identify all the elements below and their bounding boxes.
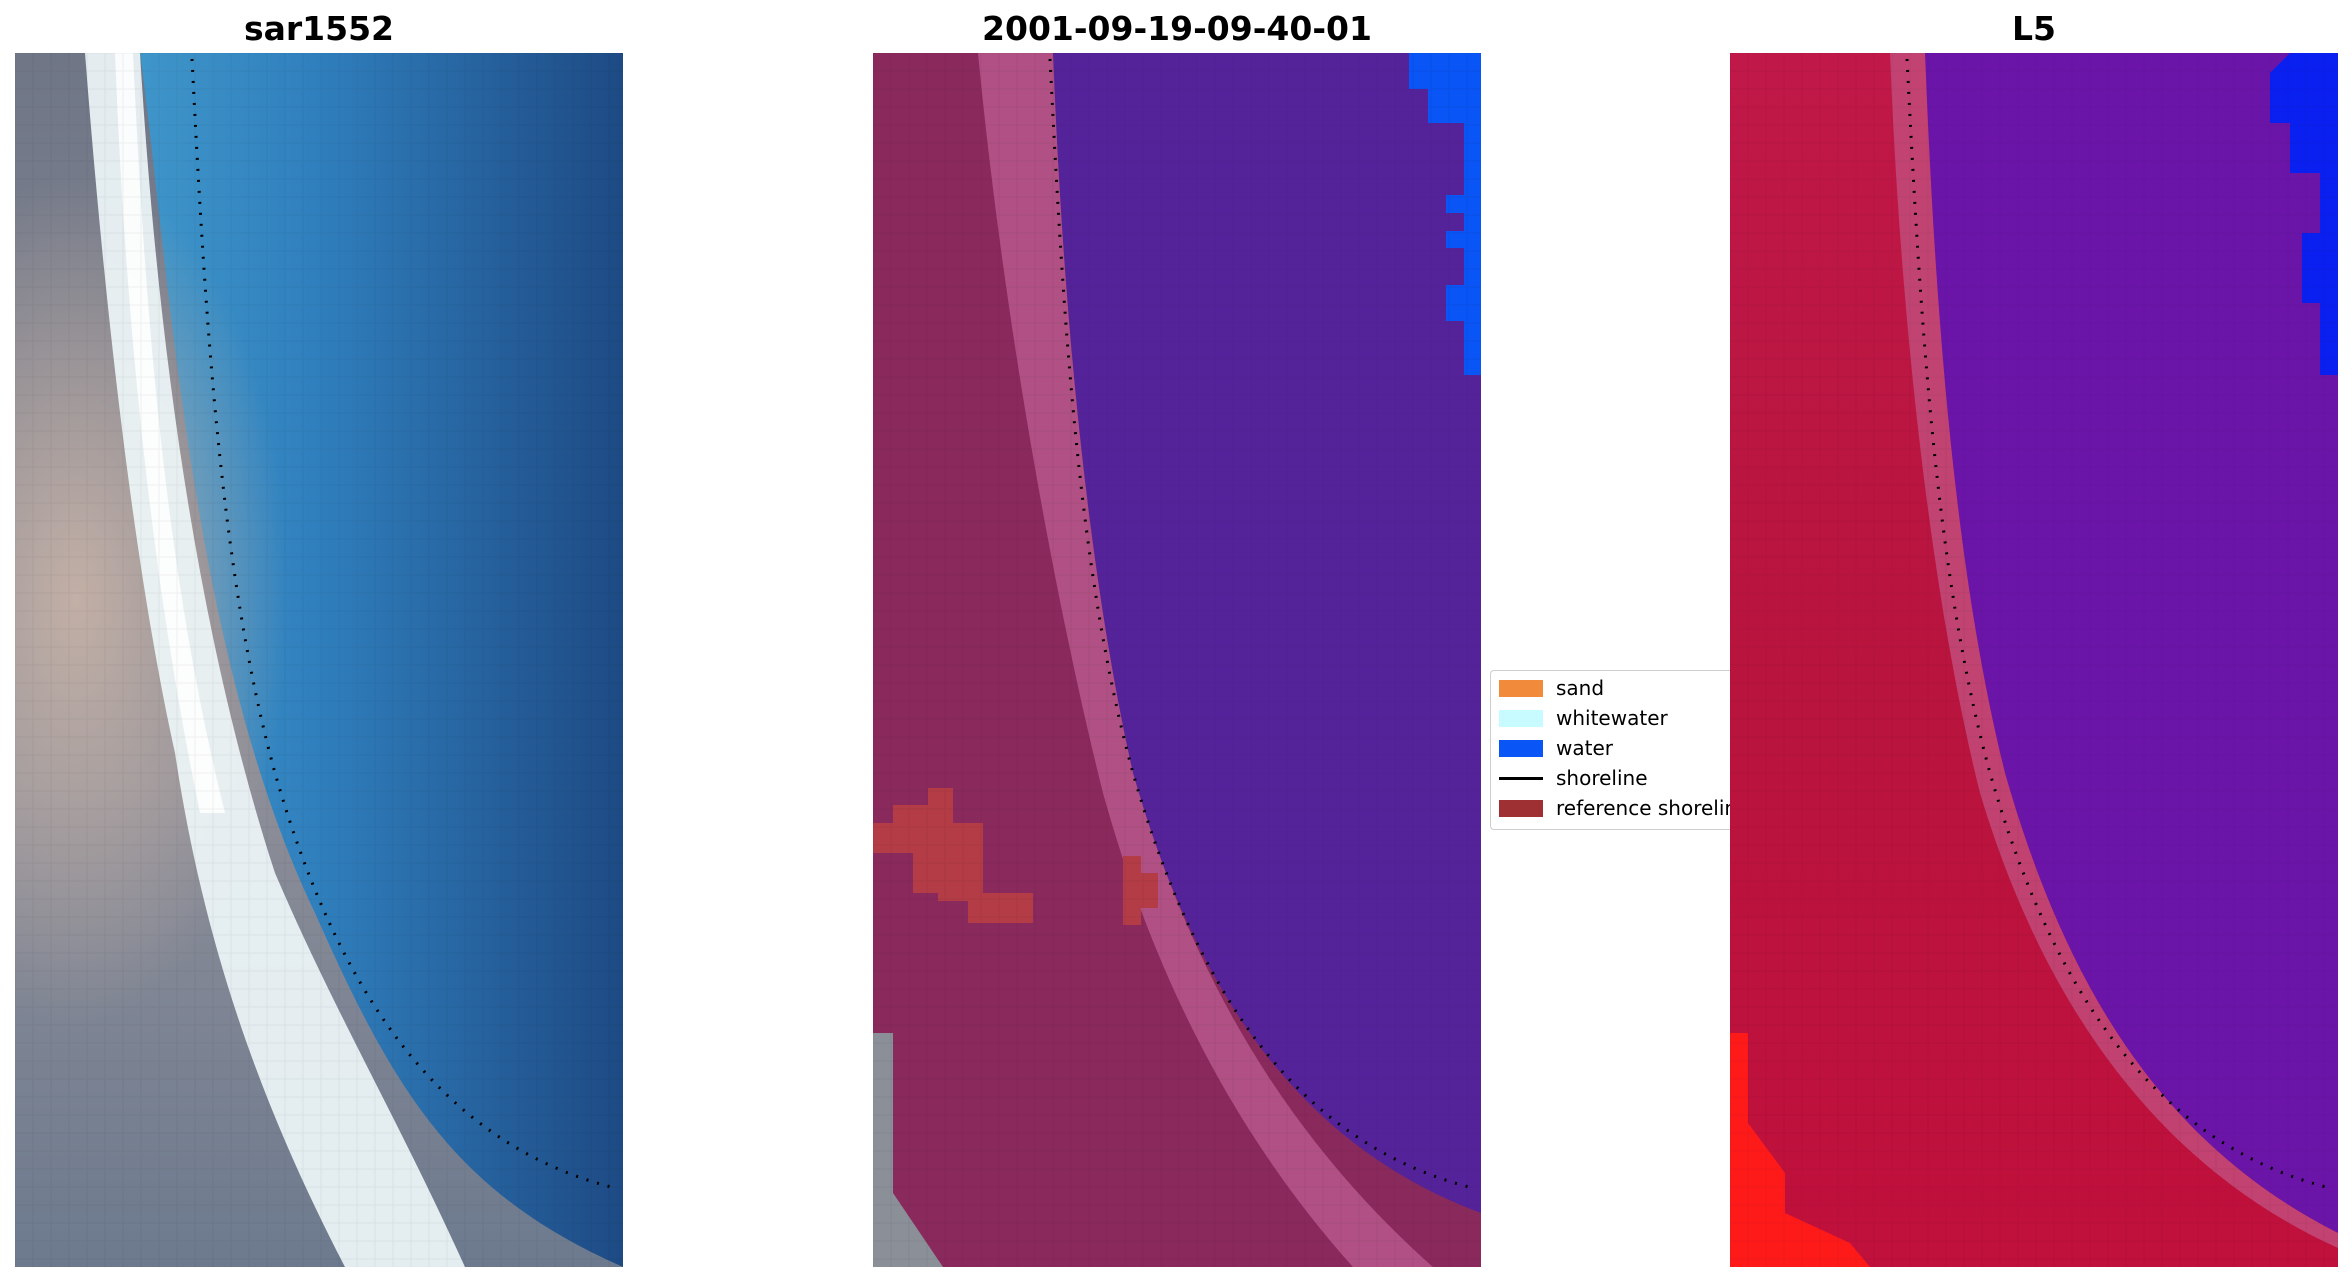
legend-label-sand: sand [1556, 676, 1605, 700]
legend-item-sand: sand [1491, 673, 1731, 703]
index-image [1730, 53, 2338, 1267]
legend-swatch-shoreline [1499, 777, 1543, 780]
panel-title-rgb: sar1552 [243, 9, 395, 48]
legend-item-reference-shoreline: reference shoreline [1491, 793, 1731, 823]
legend-swatch-water [1499, 740, 1543, 757]
legend: sand whitewater water shoreline referenc… [1490, 670, 1731, 830]
panel-title-index: L5 [2012, 9, 2056, 48]
legend-swatch-reference-shoreline [1499, 800, 1543, 817]
legend-swatch-sand [1499, 680, 1543, 697]
legend-item-shoreline: shoreline [1491, 763, 1731, 793]
legend-label-reference-shoreline: reference shoreline [1556, 796, 1731, 820]
classified-image [873, 53, 1481, 1267]
legend-label-whitewater: whitewater [1556, 706, 1668, 730]
legend-item-water: water [1491, 733, 1731, 763]
index-image-panel [1730, 53, 2338, 1267]
rgb-image-panel [15, 53, 623, 1267]
classified-image-panel [873, 53, 1481, 1267]
panel-title-classified: 2001-09-19-09-40-01 [982, 9, 1372, 48]
legend-item-whitewater: whitewater [1491, 703, 1731, 733]
rgb-satellite-image [15, 53, 623, 1267]
legend-label-shoreline: shoreline [1556, 766, 1648, 790]
legend-label-water: water [1556, 736, 1613, 760]
legend-swatch-whitewater [1499, 710, 1543, 727]
